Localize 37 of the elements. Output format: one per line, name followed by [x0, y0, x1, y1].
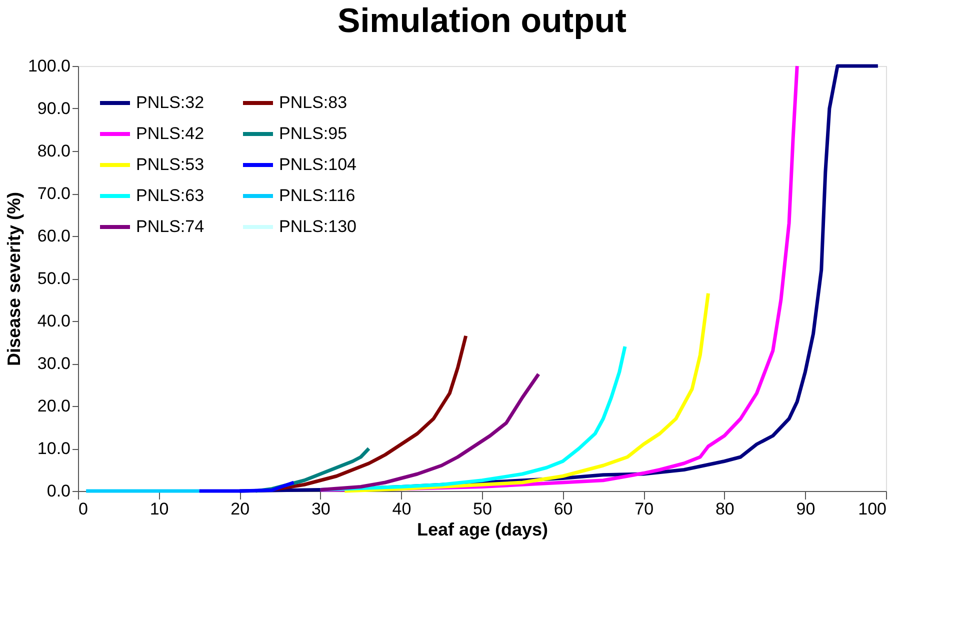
legend-label: PNLS:42	[136, 124, 204, 143]
x-tick-label: 20	[230, 500, 250, 518]
legend-label: PNLS:104	[279, 155, 356, 174]
y-tick-label: 0.0	[46, 482, 70, 500]
y-tick-label: 60.0	[37, 226, 70, 246]
x-tick-label: 60	[554, 500, 573, 518]
y-tick-label: 20.0	[37, 396, 70, 416]
y-tick-label: 50.0	[37, 269, 70, 288]
chart-title: Simulation output	[338, 2, 626, 40]
y-tick-label: 40.0	[37, 312, 70, 330]
legend-label: PNLS:74	[136, 217, 204, 236]
legend-label: PNLS:83	[279, 93, 348, 112]
x-tick-label: 80	[715, 500, 734, 518]
x-tick-label: 0	[78, 500, 88, 518]
y-tick-label: 90.0	[37, 99, 70, 118]
x-axis-title: Leaf age (days)	[416, 520, 548, 540]
legend-label: PNLS:53	[136, 155, 204, 174]
x-tick-label: 50	[473, 500, 492, 518]
x-tick-label: 30	[311, 500, 330, 518]
x-tick-label: 70	[634, 500, 654, 518]
legend-label: PNLS:63	[136, 186, 204, 205]
x-tick-label: 100	[858, 500, 886, 518]
line-series	[342, 292, 710, 493]
line-series	[318, 372, 540, 492]
y-tick-label: 10.0	[37, 439, 70, 458]
y-tick-label: 70.0	[37, 184, 70, 203]
legend-label: PNLS:95	[279, 124, 348, 143]
x-tick-label: 90	[796, 500, 816, 518]
x-tick-label: 40	[392, 500, 412, 518]
legend-label: PNLS:116	[279, 186, 356, 205]
y-tick-label: 100.0	[28, 56, 70, 76]
legend-label: PNLS:130	[279, 217, 356, 236]
y-tick-label: 80.0	[37, 142, 70, 160]
y-axis-title: Disease severity (%)	[4, 192, 24, 366]
x-tick-label: 10	[150, 500, 169, 518]
legend-label: PNLS:32	[136, 93, 204, 112]
y-tick-label: 30.0	[37, 354, 70, 373]
